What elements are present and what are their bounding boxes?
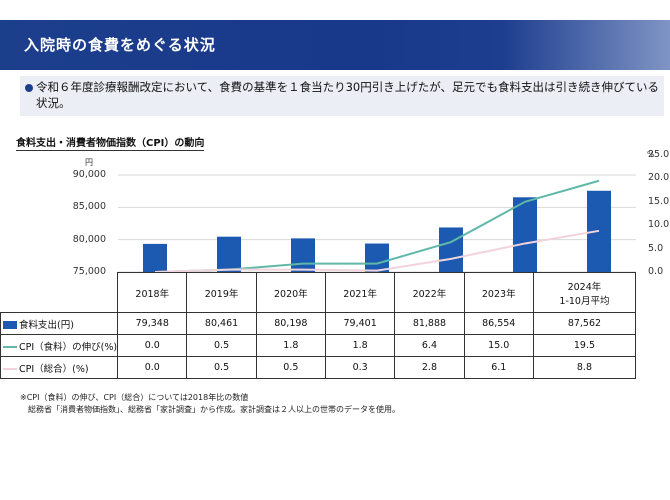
right-tick-label: 0.0: [648, 266, 664, 277]
line-legend-icon: [3, 368, 17, 370]
data-label: 80,198: [255, 312, 327, 335]
legend-food-spending: 食料支出(円): [0, 312, 119, 335]
legend-cpi-food: CPI（食料）の伸び(%): [0, 334, 119, 357]
data-label: 2.8: [394, 356, 465, 379]
page-title: 入院時の食費をめぐる状況: [24, 36, 216, 54]
summary-note: 令和６年度診療報酬改定において、食費の基準を１食当たり30円引き上げたが、足元で…: [20, 76, 664, 116]
data-label: 0.5: [255, 356, 327, 379]
bar: [365, 243, 389, 272]
category-label: 2023年: [463, 272, 534, 313]
table-header-row: 2018年 2019年 2020年 2021年 2022年 2023年 2024年 1-10月…: [0, 272, 637, 313]
table-row: CPI（食料）の伸び(%) 0.0 0.5 1.8 1.8 6.4 15.0 19.5: [0, 334, 637, 357]
left-tick-label: 90,000: [72, 169, 106, 180]
data-label: 0.0: [117, 356, 188, 379]
data-label: 80,461: [186, 312, 257, 335]
data-label: 86,554: [463, 312, 534, 335]
line-legend-icon: [3, 346, 17, 348]
right-tick-label: 15.0: [648, 195, 670, 207]
data-label: 79,401: [324, 312, 396, 335]
series-line: [154, 229, 600, 273]
category-label: 2018年: [117, 272, 188, 313]
data-label: 0.5: [186, 356, 257, 379]
bar: [291, 238, 315, 272]
category-label: 2022年: [394, 272, 465, 313]
left-tick-label: 80,000: [72, 233, 106, 245]
chart-title: 食料支出・消費者物価指数（CPI）の動向: [16, 134, 205, 151]
bullet-icon: [25, 84, 33, 92]
right-tick-label: 25.0: [648, 149, 670, 160]
category-label: 2020年: [255, 272, 327, 313]
right-axis-unit: %: [647, 150, 655, 159]
data-label: 87,562: [532, 312, 637, 335]
right-tick-label: 20.0: [648, 172, 670, 184]
series-name: CPI（総合）(%): [19, 363, 89, 375]
data-label: 19.5: [532, 334, 637, 357]
bar: [143, 243, 167, 272]
bar-legend-icon: [3, 321, 17, 329]
table-corner-cell: [0, 272, 119, 313]
footnote-line-1: ※CPI（食料）の伸び、CPI（総合）については2018年比の数値: [20, 393, 249, 402]
left-tick-label: 85,000: [72, 201, 106, 213]
right-tick-label: 10.0: [648, 219, 670, 231]
category-label: 2019年: [186, 272, 257, 313]
data-label: 0.0: [117, 334, 188, 357]
right-tick-label: 5.0: [648, 242, 664, 254]
category-label: 2024年 1-10月平均: [532, 272, 637, 313]
bar: [217, 236, 241, 272]
data-table: 2018年 2019年 2020年 2021年 2022年 2023年 2024年 1-10月…: [0, 272, 637, 379]
data-label: 0.5: [186, 334, 257, 357]
data-label: 6.4: [394, 334, 465, 357]
data-label: 1.8: [255, 334, 327, 357]
bar: [439, 227, 463, 272]
table-row: CPI（総合）(%) 0.0 0.5 0.5 0.3 2.8 6.1 8.8: [0, 356, 637, 379]
series-name: CPI（食料）の伸び(%): [19, 341, 118, 353]
data-label: 79,348: [117, 312, 188, 335]
data-label: 6.1: [463, 356, 534, 379]
data-label: 1.8: [324, 334, 396, 357]
header-banner: 入院時の食費をめぐる状況: [0, 20, 670, 70]
data-label: 0.3: [324, 356, 396, 379]
table-row: 食料支出(円) 79,348 80,461 80,198 79,401 81,888 86…: [0, 312, 637, 335]
data-label: 15.0: [463, 334, 534, 357]
legend-cpi-total: CPI（総合）(%): [0, 356, 119, 379]
left-axis-unit: 円: [85, 158, 93, 167]
category-label: 2021年: [324, 272, 396, 313]
footnote-line-2: 総務省「消費者物価指数」、総務省「家計調査」から作成。家計調査は２人以上の世帯の…: [28, 405, 400, 414]
data-label: 8.8: [532, 356, 637, 379]
left-tick-label: 75,000: [72, 266, 106, 277]
bar: [513, 197, 537, 272]
summary-text: 令和６年度診療報酬改定において、食費の基準を１食当たり30円引き上げたが、足元で…: [36, 80, 659, 110]
series-name: 食料支出(円): [19, 319, 74, 331]
data-label: 81,888: [394, 312, 465, 335]
footnote: ※CPI（食料）の伸び、CPI（総合）については2018年比の数値 総務省「消費…: [20, 392, 660, 416]
